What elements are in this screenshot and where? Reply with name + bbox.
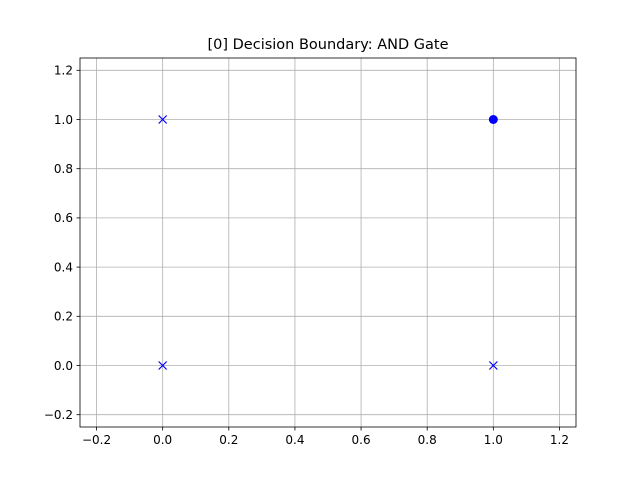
data-point-x-marker	[488, 361, 498, 370]
chart-title: [0] Decision Boundary: AND Gate	[207, 37, 448, 53]
x-tick-label: 0.0	[153, 433, 172, 447]
grid-lines	[80, 58, 576, 427]
x-tick-label: 1.2	[550, 433, 569, 447]
y-tick-label: 0.8	[54, 162, 73, 176]
data-point-x-marker	[158, 115, 168, 124]
data-point-x-marker	[158, 361, 168, 370]
y-tick-label: 1.2	[54, 64, 73, 78]
data-points	[158, 115, 498, 370]
y-tick-label: 1.0	[54, 113, 73, 127]
axis-ticks: −0.2 0.0 0.2 0.4 0.6 0.8 1.0 1.2 −0.2 0.0 0.2 0.4 0.…	[44, 64, 569, 447]
y-tick-label: −0.2	[44, 408, 73, 422]
y-tick-label: 0.2	[54, 310, 73, 324]
x-tick-label: 0.4	[285, 433, 304, 447]
y-tick-label: 0.0	[54, 359, 73, 373]
axes-frame	[79, 57, 577, 428]
y-tick-label: 0.6	[54, 211, 73, 225]
x-tick-label: 1.0	[484, 433, 503, 447]
x-tick-label: 0.8	[418, 433, 437, 447]
data-point-circle	[488, 115, 498, 124]
x-tick-label: 0.6	[352, 433, 371, 447]
x-tick-label: −0.2	[82, 433, 111, 447]
x-tick-label: 0.2	[219, 433, 238, 447]
y-tick-label: 0.4	[54, 260, 73, 274]
